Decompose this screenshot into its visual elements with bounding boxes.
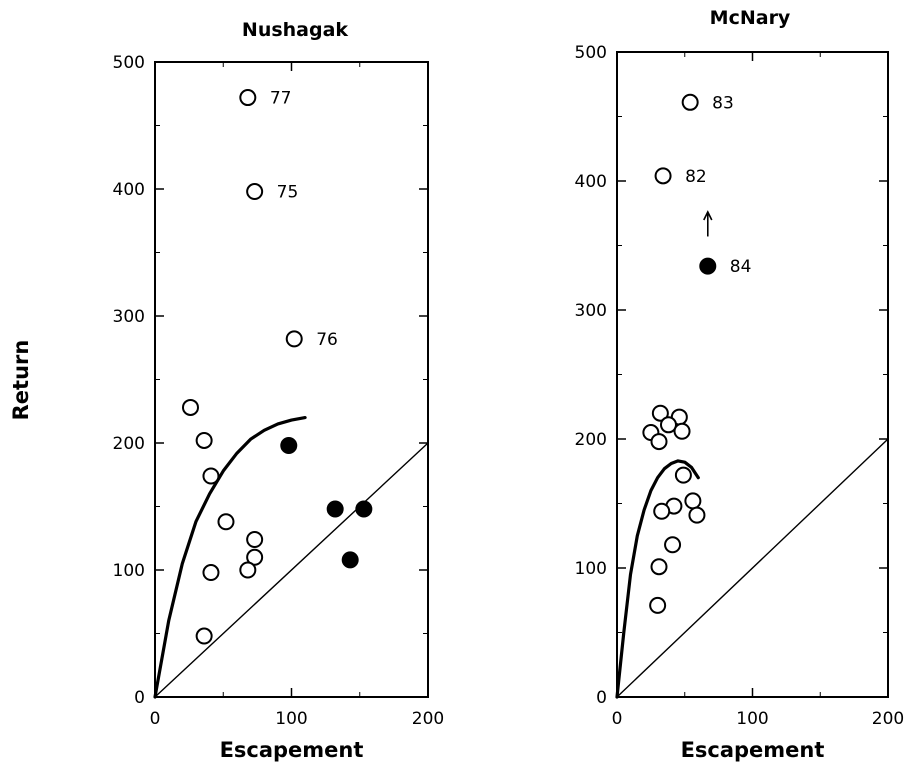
y-tick-label: 300: [113, 307, 145, 327]
y-axis-label: Return: [9, 340, 33, 421]
filled-point: [341, 551, 359, 569]
filled-point: [355, 500, 373, 518]
y-tick-label: 0: [596, 688, 607, 708]
open-point: [649, 596, 667, 614]
x-tick-label: 100: [275, 709, 307, 729]
open-point: [246, 531, 264, 549]
open-point: [285, 330, 303, 348]
point-label: 76: [316, 330, 338, 350]
y-tick-label: 200: [575, 430, 607, 450]
open-point: [659, 416, 677, 434]
x-axis-label: Escapement: [220, 738, 364, 762]
y-tick-label: 0: [134, 688, 145, 708]
open-point: [681, 93, 699, 111]
x-axis-label: Escapement: [681, 738, 825, 762]
arrow-head: [703, 210, 713, 221]
open-point: [650, 433, 668, 451]
point-label: 75: [277, 183, 299, 203]
open-point: [202, 564, 220, 582]
chart-title: Nushagak: [242, 19, 349, 41]
ricker-curve: [153, 416, 307, 699]
open-point: [673, 422, 691, 440]
open-point: [239, 89, 257, 107]
filled-point: [280, 437, 298, 455]
x-tick-label: 100: [736, 709, 768, 729]
open-point: [246, 183, 264, 201]
open-point: [239, 561, 257, 579]
point-label: 82: [685, 167, 707, 187]
point-label: 83: [712, 93, 734, 113]
open-point: [195, 627, 213, 645]
y-tick-label: 200: [113, 434, 145, 454]
x-tick-label: 200: [412, 709, 444, 729]
y-tick-label: 500: [113, 53, 145, 73]
open-point: [181, 398, 199, 416]
open-point: [664, 536, 682, 554]
open-point: [650, 558, 668, 576]
filled-point: [326, 500, 344, 518]
y-tick-label: 500: [575, 43, 607, 63]
open-point: [195, 431, 213, 449]
open-point: [202, 467, 220, 485]
y-tick-label: 100: [113, 561, 145, 581]
point-label: 77: [270, 89, 292, 109]
open-point: [654, 167, 672, 185]
point-label: 84: [730, 257, 752, 277]
y-tick-label: 300: [575, 301, 607, 321]
replacement-line: [616, 438, 889, 698]
x-tick-label: 0: [612, 709, 623, 729]
open-point: [651, 404, 669, 422]
filled-point: [699, 257, 717, 275]
replacement-line: [154, 442, 429, 698]
y-tick-label: 400: [113, 180, 145, 200]
open-point: [674, 466, 692, 484]
open-point: [217, 513, 235, 531]
open-point: [653, 502, 671, 520]
x-tick-label: 200: [872, 709, 904, 729]
panel-0: Nushagak Escapement 0 100 200 0 100 200 300 400 50…: [113, 19, 445, 762]
chart-title: McNary: [710, 7, 791, 29]
open-point: [688, 506, 706, 524]
x-tick-label: 0: [150, 709, 161, 729]
open-point: [684, 492, 702, 510]
plot-frame: [154, 61, 429, 698]
ricker-curve: [615, 459, 700, 699]
open-point: [246, 548, 264, 566]
panel-1: McNary Escapement 0 100 200 0 100 200 300 400 500 8…: [575, 7, 905, 762]
y-tick-label: 100: [575, 559, 607, 579]
y-tick-label: 400: [575, 172, 607, 192]
